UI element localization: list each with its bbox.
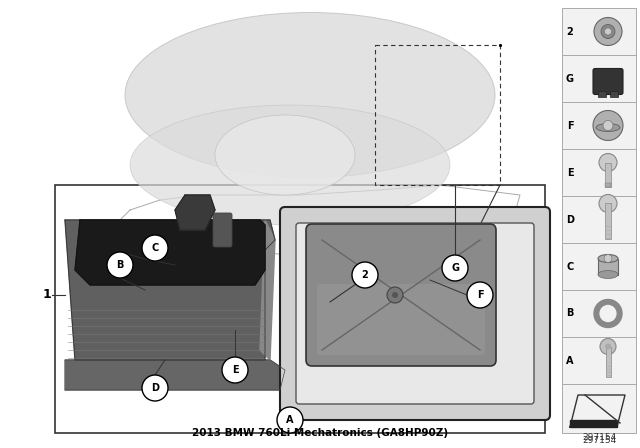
Circle shape (467, 282, 493, 308)
Polygon shape (260, 220, 275, 360)
Bar (605, 182, 611, 186)
Text: F: F (477, 290, 483, 300)
Bar (562, 243, 636, 290)
Polygon shape (75, 220, 265, 285)
Text: 2: 2 (566, 26, 573, 36)
Ellipse shape (598, 271, 618, 279)
Circle shape (604, 254, 612, 263)
Text: G: G (566, 73, 574, 83)
Text: E: E (232, 365, 238, 375)
Ellipse shape (598, 254, 618, 263)
Bar (610, 90, 618, 96)
Circle shape (594, 300, 622, 327)
Ellipse shape (215, 115, 355, 195)
Polygon shape (570, 420, 617, 427)
Circle shape (605, 29, 611, 34)
Circle shape (222, 357, 248, 383)
FancyBboxPatch shape (213, 213, 232, 247)
Ellipse shape (125, 13, 495, 177)
Circle shape (605, 344, 611, 349)
Text: 297154: 297154 (582, 435, 616, 444)
FancyBboxPatch shape (280, 207, 550, 420)
Circle shape (277, 407, 303, 433)
Polygon shape (175, 195, 215, 230)
FancyBboxPatch shape (296, 223, 534, 404)
Bar (562, 384, 636, 433)
Ellipse shape (130, 105, 450, 225)
Circle shape (387, 287, 403, 303)
Polygon shape (65, 360, 285, 390)
Text: E: E (566, 168, 573, 177)
Circle shape (392, 292, 398, 298)
Text: A: A (286, 415, 294, 425)
Bar (562, 149, 636, 196)
Polygon shape (280, 210, 545, 415)
Circle shape (601, 25, 615, 39)
Bar (562, 196, 636, 243)
Text: B: B (566, 309, 573, 319)
Bar (605, 163, 611, 186)
Bar (562, 55, 636, 102)
Text: C: C (152, 243, 159, 253)
Circle shape (594, 17, 622, 46)
Circle shape (600, 339, 616, 354)
Text: B: B (116, 260, 124, 270)
Circle shape (107, 252, 133, 278)
Circle shape (593, 111, 623, 141)
Bar (605, 203, 611, 240)
Polygon shape (65, 220, 275, 360)
Circle shape (599, 194, 617, 212)
Text: C: C (566, 262, 573, 271)
Bar (562, 102, 636, 149)
FancyBboxPatch shape (593, 69, 623, 95)
Text: 2: 2 (362, 270, 369, 280)
Bar (562, 290, 636, 337)
Bar (598, 90, 606, 96)
Bar (562, 8, 636, 55)
Text: F: F (566, 121, 573, 130)
Circle shape (142, 375, 168, 401)
Text: 2013 BMW 760Li Mechatronics (GA8HP90Z): 2013 BMW 760Li Mechatronics (GA8HP90Z) (192, 428, 448, 438)
Text: D: D (566, 215, 574, 224)
Text: 1: 1 (43, 289, 51, 302)
Bar (598, 258, 618, 275)
FancyBboxPatch shape (306, 224, 496, 366)
Circle shape (603, 121, 613, 130)
Circle shape (352, 262, 378, 288)
Text: 297154: 297154 (582, 432, 616, 441)
Bar (55, 185, 545, 433)
Bar (562, 337, 636, 384)
Polygon shape (115, 185, 520, 260)
Text: A: A (566, 356, 573, 366)
Circle shape (599, 305, 617, 323)
FancyBboxPatch shape (317, 284, 485, 355)
Circle shape (142, 235, 168, 261)
Text: D: D (151, 383, 159, 393)
Bar (605, 346, 611, 376)
Circle shape (599, 154, 617, 172)
Text: G: G (451, 263, 459, 273)
Ellipse shape (596, 124, 620, 132)
Circle shape (442, 255, 468, 281)
